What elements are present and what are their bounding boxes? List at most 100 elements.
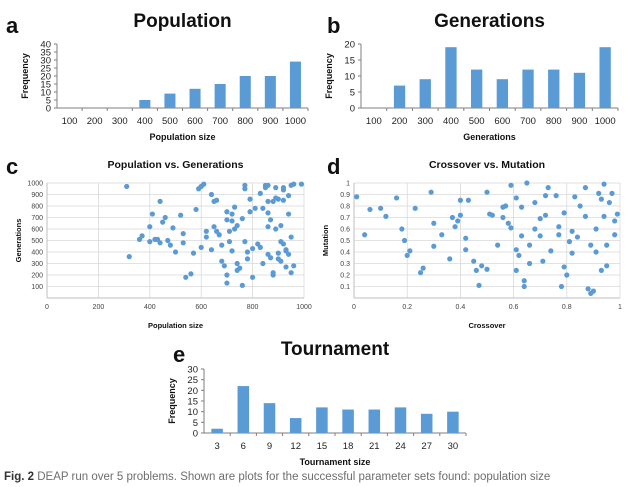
- panel-d-y-tick-label: 0.4: [340, 250, 350, 257]
- panel-d-point: [439, 232, 445, 238]
- panel-d-point: [508, 225, 514, 231]
- panel-e-title: Tournament: [281, 339, 390, 360]
- panel-e-bar: [342, 409, 354, 433]
- panel-c-point: [170, 225, 176, 231]
- panel-e-y-tick-label: 20: [187, 386, 198, 397]
- panel-c-point: [260, 260, 266, 267]
- panel-c-point: [270, 272, 276, 278]
- panel-d-point: [516, 252, 522, 259]
- panel-d-point: [420, 265, 426, 271]
- panel-c-point: [147, 239, 153, 245]
- panel-d-point: [393, 195, 400, 201]
- panel-d-x-tick-label: 0.6: [509, 304, 519, 311]
- panel-c-point: [257, 244, 263, 250]
- panel-c-point: [237, 265, 243, 271]
- panel-e-x-tick-label: 3: [214, 441, 219, 452]
- panel-b-letter: b: [327, 13, 340, 38]
- panel-c-point: [291, 263, 297, 269]
- panel-c-point: [172, 249, 179, 255]
- panel-d-letter: d: [327, 154, 340, 179]
- panel-a-x-axis-label: Population size: [149, 132, 215, 142]
- panel-d-point: [513, 195, 519, 201]
- panel-d-y-tick-label: 0.1: [340, 284, 350, 291]
- panel-c-point: [226, 228, 233, 234]
- panel-d-point: [479, 263, 485, 269]
- panel-a-y-tick-label: 40: [40, 40, 51, 51]
- panel-e-bar: [316, 407, 328, 433]
- panel-d-point: [526, 260, 533, 267]
- panel-d-y-tick-label: 0.5: [340, 238, 350, 245]
- panel-c-point: [273, 185, 279, 191]
- panel-d-point: [601, 213, 607, 219]
- panel-c-point: [265, 182, 271, 188]
- panel-d-point: [566, 239, 573, 245]
- panel-d-point: [545, 185, 551, 191]
- panel-c-point: [224, 272, 230, 278]
- panel-b-y-tick-label: 15: [344, 56, 355, 67]
- panel-b-y-tick-label: 20: [344, 40, 355, 51]
- panel-c-point: [149, 211, 155, 217]
- panel-d-point: [362, 232, 368, 238]
- panel-c-point: [283, 247, 289, 253]
- panel-d-point: [471, 258, 477, 264]
- panel-d-point: [354, 194, 360, 200]
- panel-e-x-tick-label: 21: [369, 441, 380, 452]
- panel-c-point: [283, 264, 289, 270]
- panel-e-y-tick-label: 10: [187, 407, 198, 418]
- panel-d-point: [455, 218, 461, 224]
- panel-e-y-tick-label: 15: [187, 397, 198, 408]
- panel-c-point: [216, 232, 222, 238]
- panel-d-point: [367, 206, 373, 213]
- panel-a-x-tick-label: 300: [112, 116, 128, 127]
- panel-b-x-tick-label: 600: [494, 116, 510, 127]
- panel-d-point: [604, 263, 610, 269]
- panel-e-x-tick-label: 9: [267, 441, 272, 452]
- panel-a-y-tick-label: 20: [40, 72, 51, 83]
- panel-a-bar: [264, 76, 276, 108]
- panel-c-point: [265, 198, 271, 204]
- panel-b-x-tick-label: 800: [546, 116, 562, 127]
- panel-c-point: [250, 274, 256, 280]
- panel-d-point: [556, 224, 562, 230]
- panel-e-x-tick-label: 12: [290, 441, 301, 452]
- panel-d-point: [582, 213, 589, 219]
- panel-c-point: [229, 211, 235, 217]
- panel-d-y-tick-label: 0.7: [340, 215, 350, 222]
- panel-d-point: [526, 242, 533, 248]
- panel-d-point: [521, 278, 527, 284]
- panel-d-point: [532, 199, 538, 206]
- panel-e-bar: [263, 403, 276, 433]
- panel-b-title: Generations: [434, 11, 545, 32]
- panel-c-point: [244, 249, 251, 255]
- panel-d-point: [449, 214, 456, 221]
- panel-c-point: [285, 193, 292, 199]
- panel-d-point: [463, 247, 469, 253]
- panel-e-bar: [447, 411, 459, 433]
- panel-d-point: [457, 212, 463, 218]
- panel-b-y-tick-label: 5: [350, 88, 355, 99]
- panel-c-x-tick-label: 800: [247, 304, 259, 311]
- panel-c-point: [219, 258, 225, 264]
- panel-d-point: [569, 228, 575, 234]
- panel-d-x-tick-label: 1: [618, 304, 622, 311]
- panel-b-bar: [599, 47, 611, 108]
- panel-c-point: [201, 181, 207, 187]
- panel-c-point: [178, 212, 184, 218]
- panel-d-point: [447, 256, 453, 262]
- panel-c-point: [234, 260, 240, 267]
- panel-a-x-tick-label: 400: [137, 116, 153, 127]
- panel-b-x-tick-label: 300: [417, 116, 433, 127]
- panel-c-y-tick-label: 800: [31, 204, 43, 211]
- panel-b-bar: [393, 85, 406, 108]
- panel-c-point: [298, 181, 305, 187]
- panel-a-y-tick-label: 10: [40, 88, 51, 99]
- panel-c-point: [126, 254, 132, 260]
- panel-e-y-tick-label: 30: [187, 365, 198, 376]
- panel-c-point: [267, 217, 274, 223]
- panel-e-y-tick-label: 0: [193, 429, 198, 440]
- panel-d-point: [596, 190, 602, 196]
- panel-d-point: [484, 189, 490, 195]
- panel-d-y-tick-label: 0.6: [340, 227, 350, 234]
- panel-c-y-tick-label: 600: [31, 227, 43, 234]
- panel-a-bar: [139, 100, 151, 108]
